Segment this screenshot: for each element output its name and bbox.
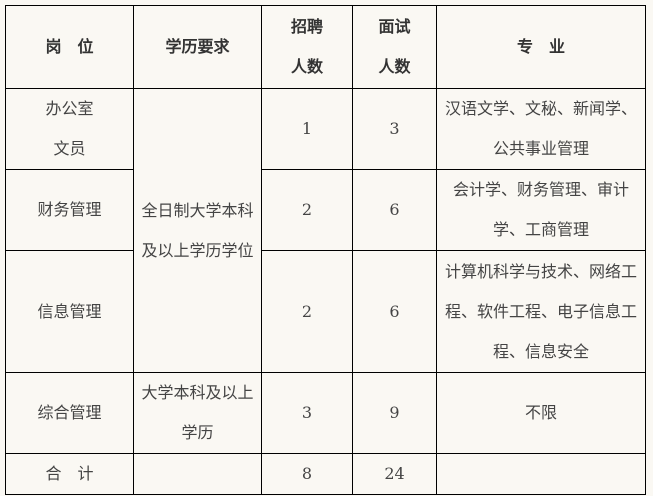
table-row: 综合管理 大学本科及以上学历 3 9 不限: [5, 372, 646, 454]
cell-education: 全日制大学本科及以上学历学位: [133, 88, 262, 373]
cell-position: 综合管理: [5, 372, 134, 454]
cell-education: 大学本科及以上学历: [133, 372, 262, 454]
table-row: 信息管理 2 6 计算机科学与技术、网络工程、软件工程、电子信息工程、信息安全: [5, 250, 646, 373]
total-hire: 8: [261, 453, 353, 495]
table-row: 办公室 文员 全日制大学本科及以上学历学位 1 3 汉语文学、文秘、新闻学、公共…: [5, 88, 646, 373]
cell-position: 财务管理: [5, 169, 134, 251]
cell-major: 会计学、财务管理、审计学、工商管理: [436, 169, 646, 251]
total-interview: 24: [352, 453, 437, 495]
total-row: 合 计 8 24: [5, 453, 646, 495]
header-position: 岗 位: [5, 5, 134, 89]
cell-hire: 1: [261, 88, 353, 170]
recruitment-table: 岗 位 学历要求 招聘 人数 面试 人数 专 业 办公室 文员 全日制大学本科及…: [5, 5, 646, 495]
cell-hire: 2: [261, 250, 353, 373]
table-row: 财务管理 2 6 会计学、财务管理、审计学、工商管理: [5, 169, 646, 251]
header-row: 岗 位 学历要求 招聘 人数 面试 人数 专 业: [5, 5, 646, 89]
cell-position: 办公室 文员: [5, 88, 134, 170]
cell-interview: 6: [352, 250, 437, 373]
total-label: 合 计: [5, 453, 134, 495]
cell-major: 汉语文学、文秘、新闻学、公共事业管理: [436, 88, 646, 170]
cell-interview: 6: [352, 169, 437, 251]
cell-interview: 3: [352, 88, 437, 170]
cell-major: 计算机科学与技术、网络工程、软件工程、电子信息工程、信息安全: [436, 250, 646, 373]
header-major: 专 业: [436, 5, 646, 89]
cell-hire: 2: [261, 169, 353, 251]
cell-position: 信息管理: [5, 250, 134, 373]
header-education: 学历要求: [133, 5, 262, 89]
cell-hire: 3: [261, 372, 353, 454]
total-education: [133, 453, 262, 495]
header-interview: 面试 人数: [352, 5, 437, 89]
total-major: [436, 453, 646, 495]
cell-major: 不限: [436, 372, 646, 454]
cell-interview: 9: [352, 372, 437, 454]
header-hire: 招聘 人数: [261, 5, 353, 89]
